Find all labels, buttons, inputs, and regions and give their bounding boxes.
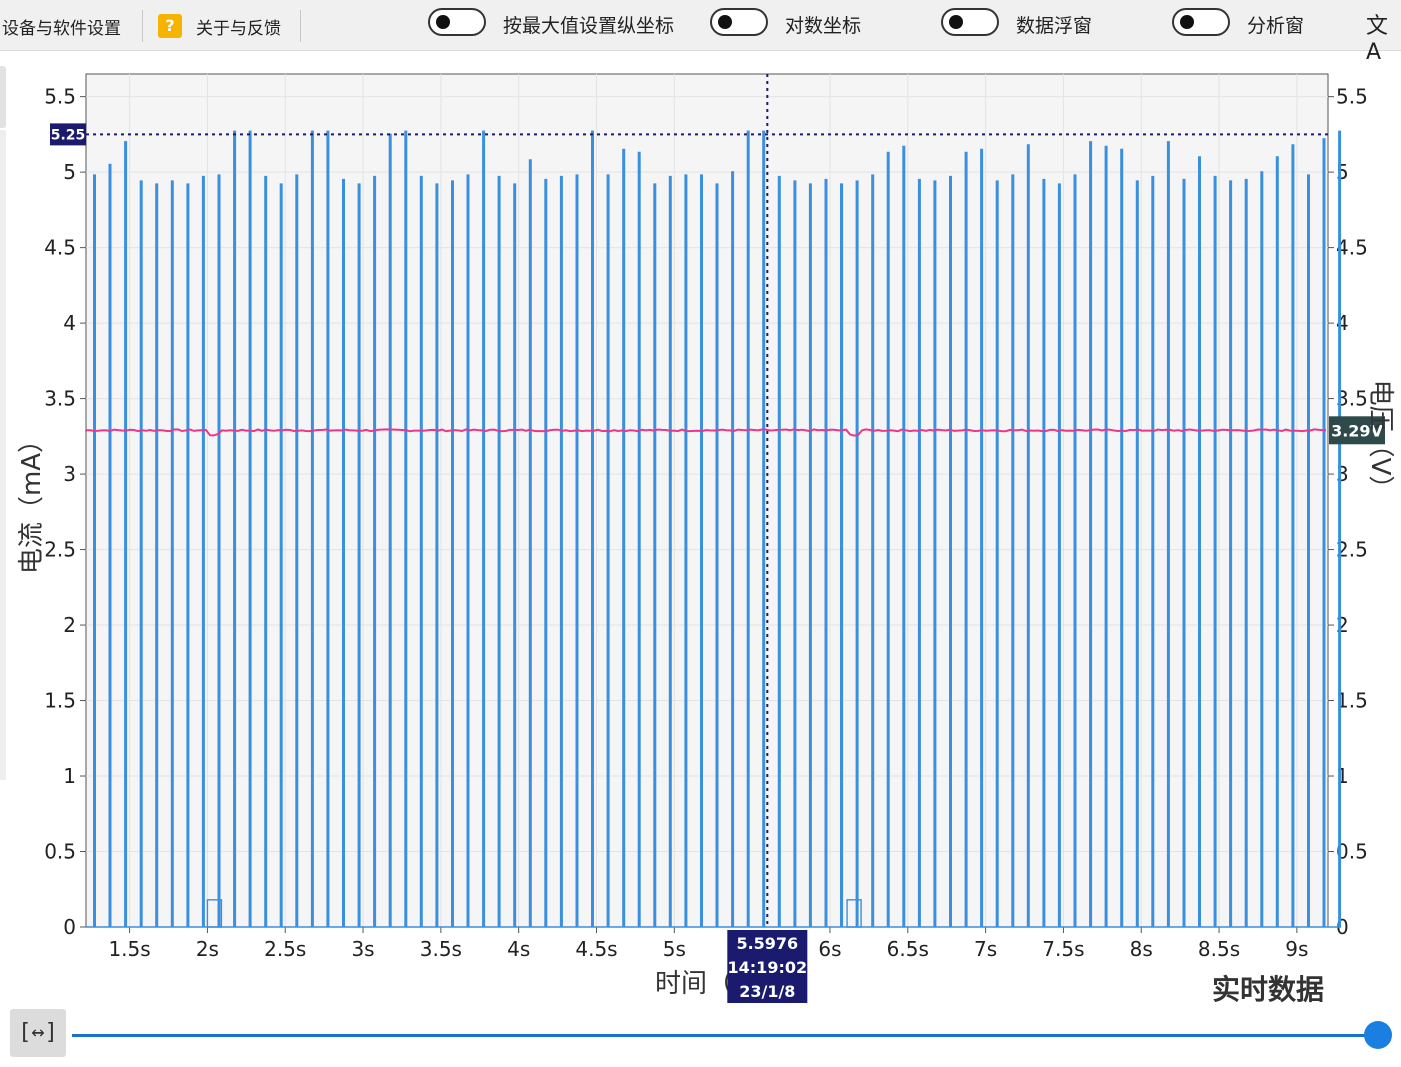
toggle-log-scale-label: 对数坐标 [785, 15, 862, 37]
y-tick-label-right: 3.5 [1336, 387, 1368, 411]
x-tick-label: 3.5s [420, 937, 462, 961]
time-slider-thumb[interactable] [1364, 1021, 1392, 1049]
y-tick-label-right: 3 [1336, 462, 1349, 486]
x-tick-label: 7s [974, 937, 997, 961]
y-tick-label-right: 1 [1336, 764, 1349, 788]
toggle-analysis-window[interactable] [1172, 8, 1230, 36]
toggle-max-y-scale[interactable] [428, 8, 486, 36]
x-tick-label: 8.5s [1198, 937, 1240, 961]
y-tick-label-left: 3 [63, 462, 76, 486]
x-tick-label: 2s [196, 937, 219, 961]
x-tick-label: 1.5s [108, 937, 150, 961]
time-cursor-date: 23/1/8 [739, 982, 795, 1001]
voltage-badge [1329, 416, 1385, 445]
y-tick-label-left: 5.5 [44, 85, 76, 109]
current-low-dip [846, 899, 862, 928]
y-tick-label-right: 4.5 [1336, 236, 1368, 260]
y-tick-label-left: 1 [63, 764, 76, 788]
current-low-dip [206, 899, 223, 928]
device-settings-menu[interactable]: 设备与软件设置 [2, 19, 121, 39]
y-axis-title-right: 电压（V） [1365, 380, 1395, 502]
toggle-max-y-scale-label: 按最大值设置纵坐标 [503, 15, 675, 37]
toolbar: 设备与软件设置 ? 关于与反馈 按最大值设置纵坐标 对数坐标 数据浮窗 分析窗 … [0, 0, 1401, 65]
y-tick-label-left: 4.5 [44, 236, 76, 260]
toggle-knob [436, 15, 450, 29]
x-tick-label: 7.5s [1042, 937, 1084, 961]
y-tick-label-right: 2.5 [1336, 538, 1368, 562]
toggle-knob [949, 15, 963, 29]
y-tick-label-left: 3.5 [44, 387, 76, 411]
max-value-badge [50, 123, 86, 146]
y-tick-label-left: 0 [63, 915, 76, 939]
voltage-series-line [85, 428, 1327, 437]
y-tick-label-right: 1.5 [1336, 689, 1368, 713]
x-tick-label: 6.5s [887, 937, 929, 961]
y-tick-label-right: 0.5 [1336, 840, 1368, 864]
x-tick-label: 6s [818, 937, 841, 961]
side-panel-handle[interactable] [0, 66, 6, 128]
toggle-knob [718, 15, 732, 29]
toggle-data-popup[interactable] [941, 8, 999, 36]
help-icon[interactable]: ? [158, 14, 182, 38]
realtime-data-label: 实时数据 [1212, 973, 1325, 1006]
side-panel-edge [0, 130, 6, 780]
toggle-log-scale[interactable] [710, 8, 768, 36]
y-tick-label-left: 2 [63, 613, 76, 637]
max-value-badge-text: 5.25 [51, 127, 86, 143]
y-tick-label-left: 5 [63, 160, 76, 184]
y-tick-label-right: 4 [1336, 311, 1349, 335]
current-voltage-chart[interactable]: 0 00.5 0.51 11.5 1.52 22.5 2.53 33.5 3.54 44.5 4.5… [0, 50, 1401, 1010]
x-tick-label: 2.5s [264, 937, 306, 961]
x-tick-label: 9s [1285, 937, 1308, 961]
x-tick-label: 4s [507, 937, 530, 961]
current-series-line [86, 130, 1342, 928]
y-tick-label-left: 1.5 [44, 689, 76, 713]
time-cursor-clock: 14:19:02 [728, 958, 808, 977]
y-axis-title-left: 电流（mA） [17, 427, 47, 574]
toolbar-divider [142, 10, 143, 42]
x-tick-label: 5s [663, 937, 686, 961]
x-tick-label: 8s [1130, 937, 1153, 961]
time-cursor-badge [727, 930, 808, 1003]
y-tick-label-left: 0.5 [44, 840, 76, 864]
voltage-badge-text: 3.29V [1331, 421, 1383, 440]
y-tick-label-right: 2 [1336, 613, 1349, 637]
fit-to-window-button[interactable]: [↔] [10, 1009, 66, 1057]
y-tick-label-right: 5.5 [1336, 85, 1368, 109]
x-tick-label: 3s [351, 937, 374, 961]
toggle-data-popup-label: 数据浮窗 [1016, 15, 1093, 37]
language-icon[interactable]: 文A [1366, 14, 1389, 65]
y-tick-label-left: 4 [63, 311, 76, 335]
y-tick-label-left: 2.5 [44, 538, 76, 562]
time-slider-track[interactable] [72, 1034, 1380, 1037]
x-tick-label: 4.5s [575, 937, 617, 961]
time-cursor-value: 5.5976 [736, 934, 798, 953]
toggle-knob [1180, 15, 1194, 29]
toggle-analysis-window-label: 分析窗 [1247, 15, 1305, 37]
about-feedback-menu[interactable]: 关于与反馈 [196, 19, 281, 39]
y-tick-label-right: 5 [1336, 160, 1349, 184]
toolbar-divider [300, 10, 301, 42]
